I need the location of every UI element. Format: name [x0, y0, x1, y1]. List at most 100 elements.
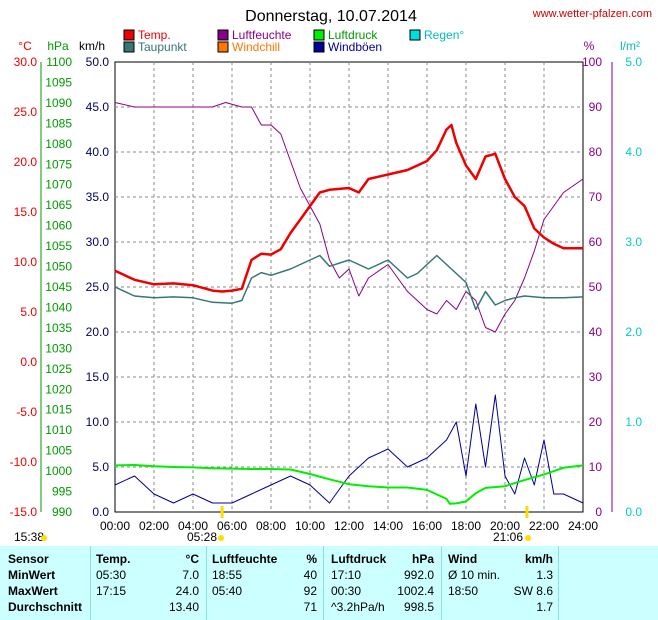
y-tick-kmh: 10.0 [86, 415, 110, 429]
table-cell: 00:30 [331, 584, 362, 598]
x-tick-label: 14:00 [373, 519, 403, 533]
y-tick-rain: 0.0 [625, 505, 642, 519]
legend-swatch [123, 29, 135, 41]
table-cell: 24.0 [175, 584, 199, 598]
series-line-windben [114, 394, 584, 504]
x-tick-label: 06:00 [217, 519, 247, 533]
legend-label: Windböen [328, 40, 382, 54]
legend-swatch [409, 29, 421, 41]
y-tick-kmh: 25.0 [86, 280, 110, 294]
y-tick-temp: 0.0 [20, 355, 37, 369]
table-cell: % [306, 552, 317, 566]
table-cell: MinWert [8, 568, 56, 582]
table-cell: Temp. [96, 552, 131, 566]
table-cell: 05:30 [96, 568, 127, 582]
table-cell: Sensor [8, 552, 49, 566]
sunset-marker [525, 506, 529, 518]
sunrise-label: 05:28 [187, 530, 217, 544]
y-tick-temp: 15.0 [14, 205, 38, 219]
y-tick-kmh: 15.0 [86, 370, 110, 384]
table-cell: 1002.4 [397, 584, 434, 598]
y-tick-hpa: 995 [52, 485, 72, 499]
sun-icon [525, 535, 531, 541]
legend-label: Temp. [138, 28, 171, 42]
table-cell: ^3.2hPa/h [331, 600, 385, 614]
y-tick-pct: 0 [595, 505, 602, 519]
y-tick-temp: 5.0 [20, 305, 37, 319]
y-tick-rain: 3.0 [625, 235, 642, 249]
axis-unit-pct: % [584, 39, 595, 53]
y-tick-hpa: 1035 [45, 321, 72, 335]
table-divider [90, 546, 91, 620]
table-cell: Ø 10 min. [448, 568, 501, 582]
y-tick-rain: 5.0 [625, 55, 642, 69]
legend-label: Windchill [232, 40, 280, 54]
y-tick-kmh: 40.0 [86, 145, 110, 159]
axis-unit-temp: °C [18, 39, 32, 53]
legend-swatch [217, 29, 229, 41]
sun-icon [41, 535, 47, 541]
y-tick-hpa: 1000 [45, 464, 72, 478]
legend-swatch [313, 41, 325, 53]
table-cell: 05:40 [212, 584, 243, 598]
table-cell: Luftdruck [331, 552, 387, 566]
table-cell: MaxWert [8, 584, 58, 598]
table-cell: 92 [303, 584, 317, 598]
y-tick-rain: 1.0 [625, 415, 642, 429]
table-cell: °C [185, 552, 199, 566]
y-tick-hpa: 1010 [45, 423, 72, 437]
legend-swatch [313, 29, 325, 41]
y-tick-kmh: 35.0 [86, 190, 110, 204]
table-cell: 1.3 [536, 568, 553, 582]
y-tick-pct: 10 [589, 460, 603, 474]
table-cell: 40 [303, 568, 317, 582]
axis-unit-rain: l/m² [620, 39, 640, 53]
x-tick-label: 02:00 [139, 519, 169, 533]
x-tick-label: 00:00 [100, 519, 130, 533]
y-tick-kmh: 30.0 [86, 235, 110, 249]
y-tick-pct: 30 [589, 370, 603, 384]
x-tick-label: 04:00 [178, 519, 208, 533]
legend-label: Luftfeuchte [232, 28, 292, 42]
y-tick-hpa: 1050 [45, 260, 72, 274]
table-cell: Durchschnitt [8, 600, 83, 614]
table-cell: 13.40 [168, 600, 199, 614]
table-divider [441, 546, 442, 620]
table-cell: hPa [411, 552, 434, 566]
y-tick-pct: 20 [589, 415, 603, 429]
x-tick-label: 12:00 [334, 519, 364, 533]
table-cell: 17:15 [96, 584, 127, 598]
y-tick-hpa: 1075 [45, 157, 72, 171]
y-tick-pct: 80 [589, 145, 603, 159]
y-tick-hpa: 1065 [45, 198, 72, 212]
x-tick-label: 18:00 [451, 519, 481, 533]
weather-chart: 00:00 02:00 04:00 06:00 08:00 10:00 12:00 14:00… [10, 8, 652, 544]
y-tick-hpa: 1060 [45, 219, 72, 233]
y-tick-kmh: 50.0 [86, 55, 110, 69]
legend-label: Regen° [424, 28, 464, 42]
y-tick-pct: 100 [582, 55, 602, 69]
y-tick-hpa: 1030 [45, 341, 72, 355]
chart-title: Donnerstag, 10.07.2014 [245, 8, 417, 25]
y-tick-hpa: 1045 [45, 280, 72, 294]
y-tick-temp: -15.0 [10, 505, 38, 519]
y-tick-rain: 2.0 [625, 325, 642, 339]
x-tick-label: 08:00 [256, 519, 286, 533]
series-line-luftfeuchte [114, 102, 584, 333]
y-tick-temp: -10.0 [10, 455, 38, 469]
table-cell: 17:10 [331, 568, 362, 582]
y-tick-hpa: 990 [52, 505, 72, 519]
y-tick-hpa: 1080 [45, 137, 72, 151]
table-cell: 7.0 [182, 568, 199, 582]
y-tick-kmh: 5.0 [92, 460, 109, 474]
axis-unit-hpa: hPa [47, 39, 69, 53]
table-cell: 71 [303, 600, 317, 614]
y-tick-hpa: 1095 [45, 75, 72, 89]
y-tick-rain: 4.0 [625, 145, 642, 159]
y-tick-hpa: 1055 [45, 239, 72, 253]
legend-swatch [217, 41, 229, 53]
x-tick-label: 22:00 [529, 519, 559, 533]
y-tick-temp: 10.0 [14, 255, 38, 269]
table-cell: 18:55 [212, 568, 243, 582]
table-divider [558, 546, 559, 620]
